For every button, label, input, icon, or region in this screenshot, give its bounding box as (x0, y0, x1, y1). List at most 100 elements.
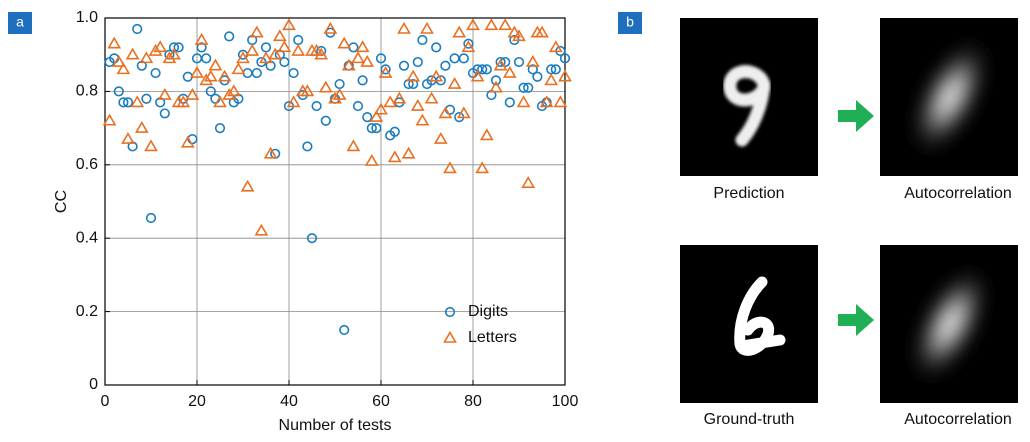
triangle-marker (339, 38, 350, 48)
circle-marker (441, 61, 450, 70)
triangle-marker (132, 97, 143, 107)
triangle-marker (123, 134, 134, 144)
triangle-marker (357, 42, 368, 52)
x-tick-label: 40 (280, 393, 298, 410)
legend-marker (445, 333, 456, 343)
circle-marker (225, 32, 234, 41)
circle-marker (340, 326, 349, 335)
y-tick-label: 0 (89, 376, 98, 393)
triangle-marker (518, 97, 529, 107)
image-caption: Ground-truth (704, 411, 795, 428)
circle-marker (303, 142, 312, 151)
y-tick-label: 0.6 (76, 156, 98, 173)
triangle-marker (127, 49, 138, 59)
triangle-marker (274, 31, 285, 40)
circle-marker (363, 113, 372, 122)
y-axis-label: CC (53, 190, 70, 213)
panel-label: b (626, 14, 634, 30)
triangle-marker (426, 93, 437, 103)
triangle-marker (233, 64, 244, 73)
triangle-marker (187, 90, 198, 100)
x-tick-label: 20 (188, 393, 206, 410)
x-tick-label: 80 (464, 393, 482, 410)
triangle-marker (546, 75, 557, 85)
circle-marker (161, 109, 170, 118)
x-tick-label: 0 (101, 393, 110, 410)
circle-marker (533, 72, 542, 81)
circle-marker (432, 43, 441, 52)
circle-marker (322, 116, 331, 125)
scatter-plot: 0 20 40 60 80 100 0 0.2 0.4 0.6 0.8 1.0 Number of te… (53, 9, 578, 434)
y-tick-label: 1.0 (76, 9, 98, 26)
triangle-marker (486, 20, 497, 30)
triangle-marker (449, 79, 460, 89)
circle-marker (262, 43, 271, 52)
y-tick-label: 0.8 (76, 83, 98, 100)
triangle-marker (412, 101, 423, 111)
triangle-marker (440, 108, 451, 118)
y-tick-label: 0.4 (76, 229, 98, 246)
triangle-marker (500, 20, 511, 30)
image-caption: Prediction (713, 185, 784, 202)
triangle-marker (279, 42, 290, 52)
x-axis-label: Number of tests (279, 417, 392, 434)
circle-marker (133, 25, 142, 34)
triangle-marker (146, 141, 157, 151)
panel-label: a (16, 14, 24, 30)
triangle-marker (454, 27, 465, 37)
triangle-marker (247, 46, 258, 56)
image-panels (680, 18, 1018, 403)
circle-marker (515, 58, 524, 67)
circle-marker (151, 69, 160, 78)
triangle-marker (481, 130, 492, 140)
circle-marker (460, 54, 469, 63)
circle-marker (142, 94, 151, 103)
y-tick-label: 0.2 (76, 303, 98, 320)
triangle-marker (417, 115, 428, 125)
circle-marker (418, 36, 427, 45)
triangle-marker (366, 156, 377, 166)
triangle-marker (403, 148, 414, 158)
triangle-marker (477, 163, 488, 173)
circle-marker (147, 214, 156, 223)
triangle-marker (445, 163, 456, 173)
circle-marker (216, 124, 225, 133)
circle-marker (400, 61, 409, 70)
triangle-marker (320, 82, 331, 92)
triangle-marker (136, 123, 147, 133)
triangle-marker (353, 53, 364, 63)
circle-marker (358, 76, 367, 85)
triangle-marker (104, 115, 115, 125)
circle-marker (312, 102, 321, 111)
triangle-marker (523, 178, 534, 188)
image-caption: Autocorrelation (904, 185, 1012, 202)
legend-label: Digits (468, 303, 508, 320)
triangle-marker (159, 90, 170, 100)
arrow (838, 100, 874, 132)
triangle-marker (389, 152, 400, 162)
triangle-marker (399, 24, 410, 33)
legend-label: Letters (468, 329, 517, 346)
triangle-marker (242, 181, 253, 191)
triangle-marker (293, 46, 304, 56)
figure: a b 0 20 40 60 80 100 0 0.2 0.4 0.6 0.8 1.0 Number o… (0, 0, 1030, 437)
arrow (838, 304, 874, 336)
x-tick-label: 100 (552, 393, 579, 410)
circle-marker (294, 36, 303, 45)
triangle-marker (422, 24, 433, 33)
image-caption: Autocorrelation (904, 411, 1012, 428)
x-tick-label: 60 (372, 393, 390, 410)
triangle-marker (109, 38, 120, 48)
triangle-marker (251, 27, 262, 37)
circle-marker (506, 98, 515, 107)
circle-marker (202, 54, 211, 63)
triangle-marker (210, 60, 221, 70)
circle-marker (414, 58, 423, 67)
triangle-marker (182, 137, 193, 147)
triangle-marker (435, 134, 446, 144)
triangle-marker (256, 225, 267, 235)
circle-marker (354, 102, 363, 111)
circle-marker (289, 69, 298, 78)
triangle-marker (348, 141, 359, 151)
circle-marker (252, 69, 261, 78)
